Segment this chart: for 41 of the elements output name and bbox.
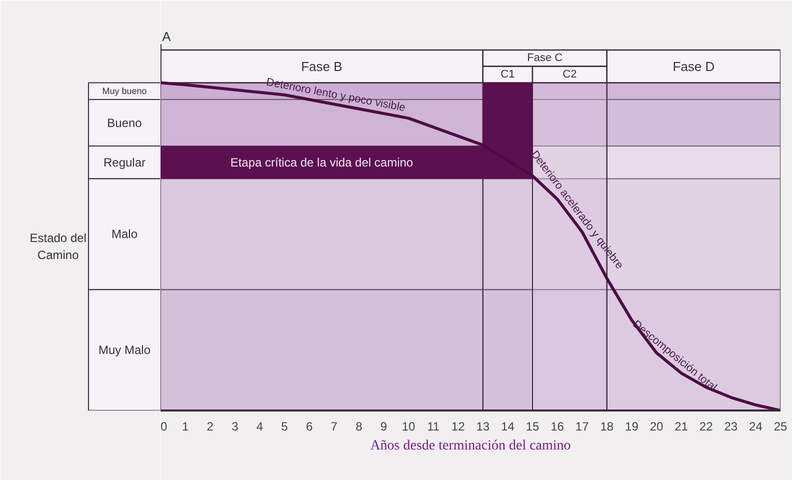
band-label: C2 (562, 68, 577, 81)
x-tick-label: 24 (749, 420, 763, 434)
x-tick-label: 14 (501, 420, 515, 434)
x-tick-label: 15 (526, 420, 540, 434)
x-tick-label: 3 (232, 420, 239, 434)
band-label: Fase C (527, 52, 563, 64)
x-tick-label: 20 (650, 420, 664, 434)
x-tick-label: 13 (476, 420, 490, 434)
x-tick-label: 23 (724, 420, 738, 434)
band-label: Bueno (107, 116, 142, 130)
x-axis-title: Años desde terminación del camino (370, 438, 571, 454)
x-tick-label: 25 (774, 420, 788, 434)
x-tick-label: 10 (402, 420, 416, 434)
x-tick-label: 0 (160, 420, 168, 434)
x-tick-label: 21 (674, 420, 688, 434)
x-tick-label: 7 (330, 420, 338, 434)
x-tick-label: 17 (575, 420, 590, 434)
x-tick-label: 18 (600, 420, 614, 434)
x-tick-label: 22 (699, 420, 714, 434)
text: Estado del Camino (30, 231, 86, 262)
band-label: Muy Malo (98, 343, 151, 358)
x-tick-label: 9 (380, 420, 388, 434)
band-label: C1 (500, 68, 515, 81)
band-label: Fase D (672, 58, 715, 74)
annotation: Deterioro lento y poco visible (265, 76, 406, 114)
band-label: Fase B (301, 58, 342, 74)
x-tick-label: 6 (306, 420, 313, 434)
x-tick-label: 19 (625, 420, 639, 434)
band-label: Muy bueno (102, 86, 147, 96)
x-tick-label: 16 (550, 420, 564, 434)
annotation: A (162, 29, 172, 44)
x-tick-label: 5 (281, 420, 288, 434)
x-tick-label: 1 (182, 420, 189, 434)
x-tick-label: 11 (427, 420, 440, 434)
x-tick-label: 2 (206, 420, 214, 434)
x-tick-label: 8 (356, 420, 363, 434)
band-label: Regular (103, 155, 146, 170)
band-label: Malo (111, 227, 138, 242)
x-tick-label: 12 (451, 420, 466, 434)
x-tick-label: 4 (256, 420, 264, 434)
annotation: Etapa crítica de la vida del camino (230, 155, 414, 170)
